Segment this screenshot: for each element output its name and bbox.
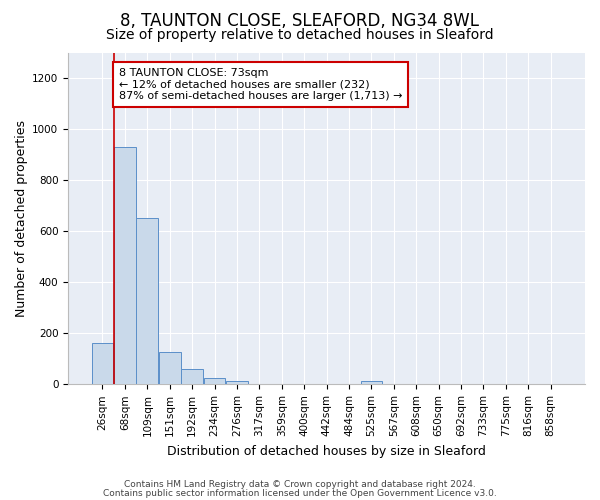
Bar	[159, 352, 181, 384]
Y-axis label: Number of detached properties: Number of detached properties	[15, 120, 28, 317]
Text: 8, TAUNTON CLOSE, SLEAFORD, NG34 8WL: 8, TAUNTON CLOSE, SLEAFORD, NG34 8WL	[121, 12, 479, 30]
Bar	[136, 218, 158, 384]
Bar	[114, 147, 136, 384]
X-axis label: Distribution of detached houses by size in Sleaford: Distribution of detached houses by size …	[167, 444, 486, 458]
Bar	[203, 378, 226, 384]
Bar	[226, 382, 248, 384]
Bar	[361, 382, 382, 384]
Bar	[181, 369, 203, 384]
Bar	[92, 344, 113, 384]
Text: 8 TAUNTON CLOSE: 73sqm
← 12% of detached houses are smaller (232)
87% of semi-de: 8 TAUNTON CLOSE: 73sqm ← 12% of detached…	[119, 68, 403, 101]
Text: Size of property relative to detached houses in Sleaford: Size of property relative to detached ho…	[106, 28, 494, 42]
Text: Contains HM Land Registry data © Crown copyright and database right 2024.: Contains HM Land Registry data © Crown c…	[124, 480, 476, 489]
Text: Contains public sector information licensed under the Open Government Licence v3: Contains public sector information licen…	[103, 488, 497, 498]
